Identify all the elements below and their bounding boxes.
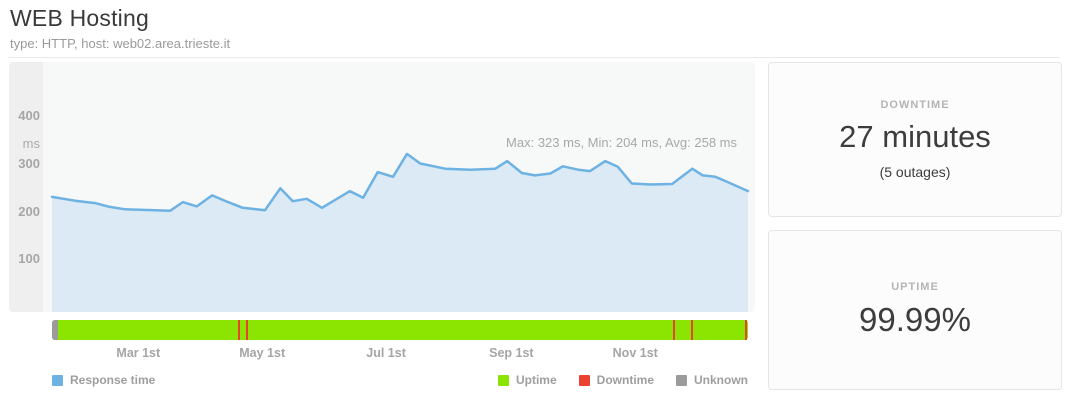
uptime-timeline-bar[interactable] (52, 320, 748, 340)
response-time-line (50, 152, 750, 212)
legend-item-response-time: Response time (52, 373, 155, 387)
response-time-area-fill (52, 153, 748, 312)
downtime-card-label: DOWNTIME (880, 99, 950, 111)
downtime-summary-card: DOWNTIME 27 minutes (5 outages) (768, 62, 1062, 217)
uptime-summary-card: UPTIME 99.99% (768, 230, 1062, 390)
response-time-chart[interactable] (44, 62, 755, 312)
x-axis-tick-mar-1st: Mar 1st (116, 346, 161, 360)
downtime-outage-marker[interactable] (237, 320, 240, 340)
response-time-swatch-icon (52, 374, 63, 386)
y-axis-unit-label: ms (22, 136, 40, 151)
legend-label-downtime: Downtime (596, 373, 654, 387)
unknown-swatch-icon (676, 374, 687, 386)
x-axis-tick-sep-1st: Sep 1st (489, 346, 534, 360)
legend-label-response-time: Response time (70, 373, 156, 387)
legend-label-unknown: Unknown (694, 373, 748, 387)
uptime-swatch-icon (497, 374, 509, 386)
x-axis-tick-nov-1st: Nov 1st (612, 346, 658, 360)
x-axis-tick-jul-1st: Jul 1st (366, 346, 406, 360)
legend-label-uptime: Uptime (515, 373, 557, 387)
y-axis-tick-300: 300 (18, 155, 40, 171)
downtime-swatch-icon (578, 374, 590, 386)
response-time-chart-panel: ms Max: 323 ms, Min: 204 ms, Avg: 258 ms… (9, 62, 755, 312)
y-axis-tick-200: 200 (18, 203, 40, 219)
y-axis-tick-400: 400 (18, 108, 40, 124)
uptime-card-value: 99.99% (859, 301, 971, 338)
downtime-outage-marker[interactable] (246, 320, 249, 340)
check-host-subtitle: type: HTTP, host: web02.area.trieste.it (10, 36, 231, 51)
legend-item-downtime: Downtime (578, 373, 654, 387)
x-axis-tick-may-1st: May 1st (239, 346, 286, 360)
header-divider (8, 57, 1060, 58)
downtime-outage-marker[interactable] (745, 320, 747, 340)
y-axis-tick-100: 100 (18, 251, 40, 267)
chart-stats-summary: Max: 323 ms, Min: 204 ms, Avg: 258 ms (506, 135, 737, 150)
legend-item-uptime: Uptime (497, 373, 557, 387)
uptime-card-label: UPTIME (891, 281, 939, 293)
downtime-card-detail: (5 outages) (879, 164, 951, 180)
downtime-card-value: 27 minutes (839, 119, 991, 154)
legend-right-group: Uptime Downtime Unknown (497, 373, 748, 387)
chart-legend: Response time Uptime Downtime Unknown (52, 373, 748, 387)
y-axis-gutter (9, 62, 43, 312)
downtime-outage-marker[interactable] (690, 320, 693, 340)
downtime-outage-marker[interactable] (672, 320, 675, 340)
legend-item-unknown: Unknown (676, 373, 748, 387)
page-title: WEB Hosting (10, 5, 149, 31)
unknown-period-segment[interactable] (52, 320, 59, 340)
